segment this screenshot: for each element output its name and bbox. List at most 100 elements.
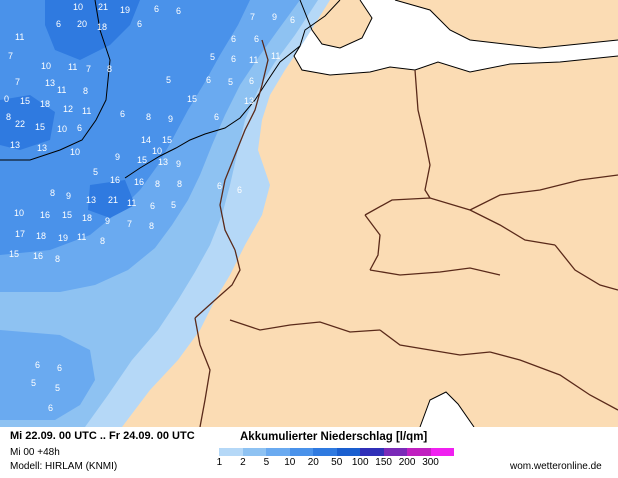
coastline-layer	[0, 0, 618, 427]
precip-value-label: 6	[154, 4, 159, 14]
precip-value-label: 15	[162, 135, 172, 145]
border-layer	[194, 39, 618, 427]
precip-value-label: 10	[70, 147, 80, 157]
precip-value-label: 11	[127, 198, 136, 208]
precip-value-label: 13	[86, 195, 96, 205]
precip-value-label: 11	[68, 62, 77, 72]
precip-value-label: 13	[10, 140, 20, 150]
legend-tick-label: 5	[263, 457, 270, 468]
precip-value-label: 9	[168, 114, 173, 124]
precip-20mm-core-2	[0, 95, 55, 150]
precip-value-label: 10	[152, 146, 162, 156]
precip-value-label: 10	[73, 2, 83, 12]
north-sea-coast	[124, 45, 301, 179]
border-de-fr	[194, 249, 241, 319]
precip-value-label: 14	[141, 135, 151, 145]
precip-value-label: 5	[31, 378, 36, 388]
precip-10mm-band	[0, 0, 250, 255]
legend-tick-label: 1	[216, 457, 223, 468]
precip-value-label: 8	[155, 179, 160, 189]
precip-value-label: 6	[56, 19, 61, 29]
precip-value-label: 6	[206, 75, 211, 85]
precip-value-label: 15	[9, 249, 19, 259]
precip-value-label: 6	[35, 360, 40, 370]
precip-value-label: 12	[63, 104, 73, 114]
precip-value-label: 21	[98, 2, 108, 12]
precip-value-label: 6	[137, 19, 142, 29]
legend-swatch	[336, 448, 361, 456]
legend-tick-label: 200	[398, 457, 416, 468]
precip-value-label: 7	[127, 219, 132, 229]
precip-value-label: 11	[82, 106, 91, 116]
legend-tick-label: 150	[375, 457, 392, 468]
precip-value-label: 6	[231, 34, 236, 44]
precip-value-label: 11	[15, 32, 24, 42]
precip-value-label: 5	[171, 200, 176, 210]
precip-value-label: 5	[166, 75, 171, 85]
time-period: Mi 22.09. 00 UTC .. Fr 24.09. 00 UTC	[10, 430, 195, 442]
precip-value-label: 6	[254, 34, 259, 44]
border-de-at	[369, 267, 501, 276]
legend-tick-label: 2	[240, 457, 246, 468]
precip-20mm-core-1	[45, 0, 140, 60]
scandinavia-coast	[394, 0, 618, 49]
border-at-it	[379, 329, 491, 356]
precip-value-label: 21	[108, 195, 118, 205]
precip-value-label: 9	[272, 12, 277, 22]
precip-value-label: 8	[100, 236, 105, 246]
precip-value-label: 13	[45, 78, 55, 88]
legend-tick-label: 20	[307, 457, 319, 468]
border-de-nl-be	[219, 39, 269, 251]
precip-value-label: 18	[97, 22, 107, 32]
precip-value-label: 6	[249, 76, 254, 86]
precip-value-label: 6	[176, 6, 181, 16]
precip-value-label: 8	[50, 188, 55, 198]
precip-value-label: 5	[210, 52, 215, 62]
model-name: Modell: HIRLAM (KNMI)	[10, 461, 118, 472]
legend-swatch	[383, 448, 408, 456]
border-pl-cz	[469, 174, 618, 211]
scandinavia-south	[395, 0, 618, 48]
continental-coast	[293, 0, 618, 76]
precip-value-label: 6	[214, 112, 219, 122]
map-footer: Mi 22.09. 00 UTC .. Fr 24.09. 00 UTC Mi …	[0, 427, 618, 478]
legend-tick-label: 100	[351, 457, 369, 468]
precip-value-label: 19	[58, 233, 68, 243]
precip-value-label: 9	[115, 152, 120, 162]
precip-value-label: 16	[134, 177, 144, 187]
legend-swatch	[242, 448, 267, 456]
border-de-pl	[414, 69, 431, 199]
precip-value-label: 8	[6, 112, 11, 122]
precip-value-label: 17	[15, 229, 25, 239]
precip-value-label: 9	[176, 159, 181, 169]
precip-value-label: 5	[228, 77, 233, 87]
precip-value-label: 15	[187, 94, 197, 104]
precip-value-label: 16	[33, 251, 43, 261]
precip-value-label: 11	[57, 85, 66, 95]
precip-value-label: 15	[20, 96, 30, 106]
precip-value-label: 22	[15, 119, 25, 129]
forecast-step: Mi 00 +48h	[10, 447, 60, 458]
legend-title: Akkumulierter Niederschlag [l/qm]	[240, 431, 428, 443]
adriatic-sea	[420, 392, 474, 427]
precip-value-label: 7	[250, 12, 255, 22]
precip-value-label: 18	[82, 213, 92, 223]
border-east	[554, 244, 618, 291]
border-cz-at	[364, 214, 381, 271]
precip-5mm-patch-south	[0, 330, 95, 420]
precip-value-label: 8	[83, 86, 88, 96]
precip-value-label: 6	[290, 15, 295, 25]
precip-value-label: 6	[150, 201, 155, 211]
precip-value-label: 6	[217, 181, 222, 191]
precip-value-label: 7	[86, 64, 91, 74]
precip-value-label: 9	[105, 216, 110, 226]
precip-value-label: 8	[177, 179, 182, 189]
precip-value-label: 18	[36, 231, 46, 241]
precip-value-label: 15	[62, 210, 72, 220]
border-fr-it	[194, 317, 211, 427]
legend-swatch	[313, 448, 337, 456]
border-hu-si	[489, 351, 618, 411]
